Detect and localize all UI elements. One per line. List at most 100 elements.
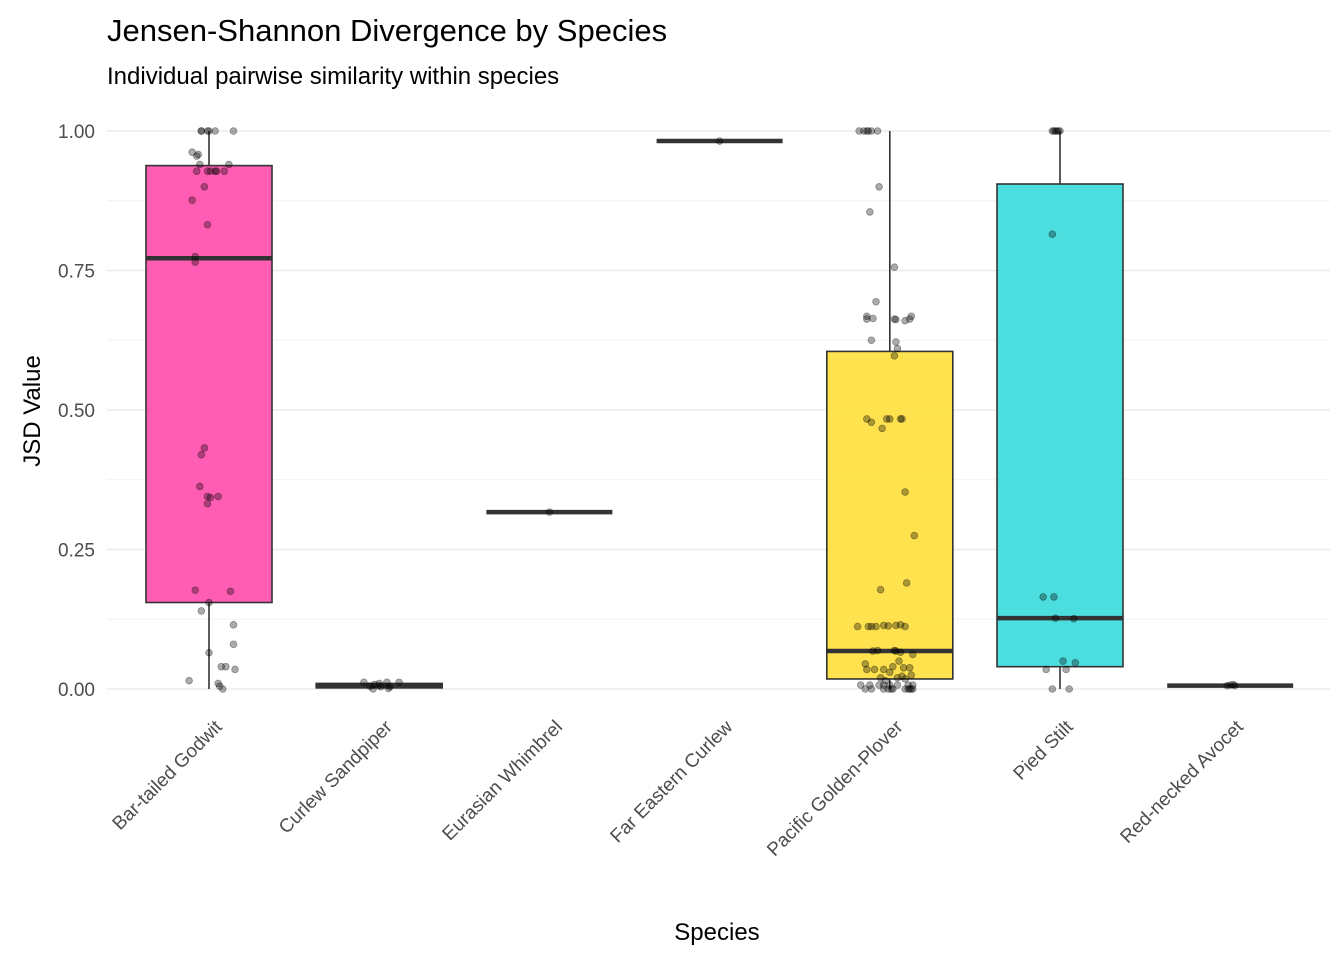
data-point <box>395 678 403 687</box>
data-point <box>212 167 221 175</box>
data-point <box>375 679 384 688</box>
data-point <box>879 685 888 693</box>
data-point <box>889 662 897 671</box>
data-point <box>229 621 238 629</box>
data-point <box>200 183 209 191</box>
data-point <box>191 258 200 266</box>
box-bar-tailed-godwit <box>145 131 273 689</box>
data-point <box>185 676 193 685</box>
data-point <box>876 585 885 594</box>
data-point <box>217 662 226 671</box>
y-tick-label: 0.75 <box>58 262 95 283</box>
data-point <box>214 679 222 688</box>
data-point <box>386 682 394 691</box>
data-point <box>203 127 212 135</box>
chart-title: Jensen-Shannon Divergence by Species <box>107 13 667 48</box>
x-tick-label: Bar-tailed Godwit <box>109 716 227 834</box>
data-point <box>855 127 863 135</box>
data-point <box>875 183 883 191</box>
data-point <box>863 665 871 674</box>
data-point <box>867 336 876 345</box>
data-point <box>226 587 235 596</box>
jitter-points <box>185 127 1239 693</box>
data-point <box>901 316 909 325</box>
data-point <box>1053 127 1061 135</box>
data-point <box>910 531 919 540</box>
grid <box>107 130 1330 690</box>
y-axis-ticks: 0.00 0.25 0.50 0.75 1.00 <box>58 122 95 701</box>
data-point <box>885 415 894 423</box>
data-point <box>1056 127 1064 135</box>
data-point <box>863 415 871 423</box>
data-point <box>200 444 209 452</box>
data-point <box>870 665 879 674</box>
data-point <box>222 662 230 671</box>
data-point <box>853 622 862 631</box>
box-curlew-sandpiper <box>315 682 444 689</box>
y-tick-label: 0.25 <box>58 541 95 562</box>
data-point <box>229 640 238 649</box>
data-point <box>876 674 885 682</box>
x-axis-ticks: Bar-tailed Godwit Curlew Sandpiper Eurasia… <box>109 716 1249 861</box>
data-point <box>908 650 917 659</box>
data-point <box>872 297 880 306</box>
data-point <box>205 648 213 657</box>
data-point <box>879 665 888 674</box>
data-point <box>896 648 905 656</box>
data-point <box>1223 681 1231 690</box>
data-point <box>211 167 219 175</box>
data-point <box>1039 593 1047 601</box>
data-point <box>896 621 905 629</box>
data-point <box>890 646 899 655</box>
data-point <box>867 622 876 631</box>
data-point <box>905 663 914 672</box>
data-point <box>218 685 227 693</box>
data-point <box>197 450 206 459</box>
data-point <box>203 492 212 501</box>
data-point <box>1062 665 1070 674</box>
data-point <box>192 167 201 175</box>
data-point <box>890 352 899 360</box>
data-point <box>892 621 900 630</box>
x-axis-title: Species <box>674 919 759 946</box>
data-point <box>863 127 871 135</box>
data-point <box>1065 685 1073 693</box>
data-point <box>892 315 900 324</box>
data-point <box>898 415 906 423</box>
data-point <box>1226 681 1234 689</box>
data-point <box>905 685 914 693</box>
box-body <box>996 183 1124 668</box>
data-point <box>904 681 912 689</box>
data-point <box>895 657 903 665</box>
data-point <box>191 252 200 261</box>
data-point <box>211 127 219 135</box>
data-point <box>893 681 902 689</box>
data-point <box>1050 127 1058 135</box>
data-point <box>893 674 902 682</box>
data-point <box>229 127 238 135</box>
data-point <box>1230 681 1239 690</box>
data-point <box>884 685 893 693</box>
data-point <box>1042 665 1051 674</box>
data-point <box>203 499 212 508</box>
data-point <box>861 685 870 693</box>
data-point <box>192 152 201 160</box>
data-point <box>878 424 886 433</box>
data-point <box>890 315 899 323</box>
data-point <box>1048 685 1057 693</box>
data-point <box>873 127 882 135</box>
data-point <box>384 684 393 693</box>
box-body <box>145 164 273 604</box>
data-point <box>545 508 554 516</box>
data-point <box>1071 658 1080 667</box>
data-point <box>196 482 204 491</box>
data-point <box>1050 593 1058 601</box>
data-point <box>879 681 888 689</box>
data-point <box>1051 127 1060 135</box>
data-point <box>882 415 891 423</box>
data-point <box>214 492 222 501</box>
data-point <box>898 672 906 680</box>
data-point <box>206 493 215 502</box>
data-point <box>205 127 213 135</box>
